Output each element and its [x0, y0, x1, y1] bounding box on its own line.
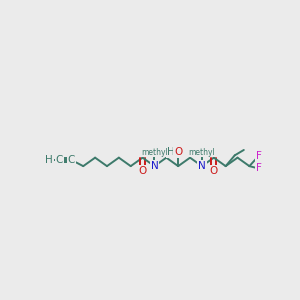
Text: methyl: methyl — [188, 148, 215, 157]
Text: F: F — [256, 164, 261, 173]
Text: H: H — [167, 147, 174, 157]
Text: O: O — [174, 147, 182, 157]
Text: N: N — [151, 161, 158, 171]
Text: O: O — [210, 166, 218, 176]
Text: C: C — [68, 155, 75, 165]
Text: N: N — [198, 161, 206, 171]
Text: methyl: methyl — [141, 148, 168, 157]
Text: H: H — [45, 155, 53, 165]
Text: O: O — [139, 166, 147, 176]
Text: F: F — [256, 151, 261, 161]
Text: C: C — [56, 155, 63, 165]
